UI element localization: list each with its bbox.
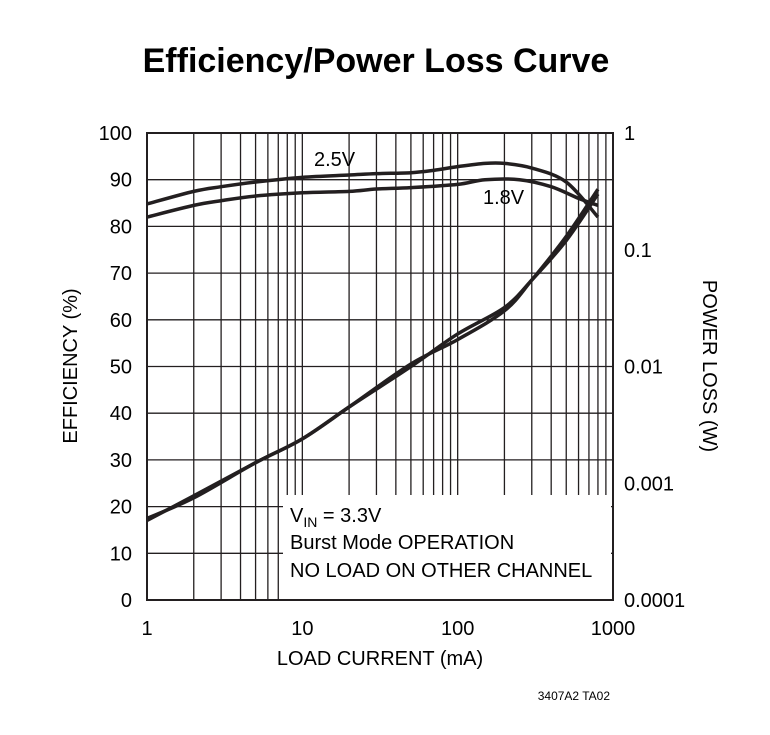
y2-tick-label: 1 [624,123,635,145]
y-tick-label: 50 [110,357,132,379]
x-tick-label: 1 [141,618,152,640]
x-axis-label: LOAD CURRENT (mA) [277,648,483,670]
y2-tick-label: 0.1 [624,240,652,262]
y2-axis-label: POWER LOSS (W) [698,280,720,452]
y-tick-label: 60 [110,310,132,332]
series-label-1-8v: 1.8V [483,187,525,209]
y-tick-label: 100 [99,123,132,145]
y-tick-label: 30 [110,450,132,472]
y-tick-label: 40 [110,403,132,425]
annotation-box [283,495,611,599]
x-tick-label: 10 [291,618,313,640]
figure-code: 3407A2 TA02 [538,689,611,703]
annotation-vin: VIN = 3.3V [290,505,382,530]
y2-tick-label: 0.001 [624,473,674,495]
annotation-burst-mode: Burst Mode OPERATION [290,532,514,554]
y2-tick-label: 0.0001 [624,590,685,612]
vin-subscript: IN [303,514,317,530]
plot-frame [146,132,614,601]
efficiency-curve-1 [146,177,599,219]
chart-title: Efficiency/Power Loss Curve [143,42,610,80]
series-label-2-5v: 2.5V [314,149,356,171]
vin-prefix: V [290,505,304,527]
power-loss-curve-3 [146,188,600,523]
tick-labels: 1 10 100 1000 0 10 20 30 40 50 60 70 80 90 100 0.0001 0.… [99,123,686,640]
curves [146,161,600,523]
y-tick-label: 80 [110,216,132,238]
x-tick-label: 100 [441,618,474,640]
power-loss-curve-2 [146,193,600,520]
vin-value: = 3.3V [317,505,382,527]
y-axis-label: EFFICIENCY (%) [60,288,82,443]
y-tick-label: 20 [110,497,132,519]
annotation-no-load: NO LOAD ON OTHER CHANNEL [290,560,592,582]
y-tick-label: 90 [110,170,132,192]
x-tick-label: 1000 [591,618,636,640]
y-tick-label: 0 [121,590,132,612]
y2-tick-label: 0.01 [624,357,663,379]
efficiency-curve-0 [146,161,600,219]
y-tick-label: 70 [110,263,132,285]
y-tick-label: 10 [110,543,132,565]
